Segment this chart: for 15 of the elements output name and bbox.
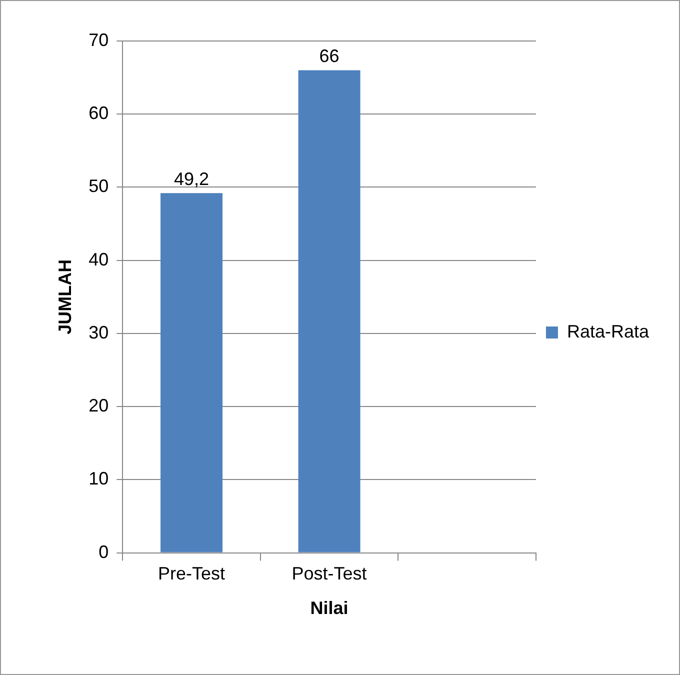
y-tick-label: 0 [98, 542, 109, 562]
y-tick-label: 60 [88, 103, 109, 124]
y-tick-label: 40 [88, 249, 109, 270]
y-tick-label: 20 [88, 396, 109, 416]
data-label: 49,2 [174, 169, 210, 190]
y-tick-label: 30 [88, 322, 109, 342]
y-tick-label: 10 [88, 468, 109, 489]
legend-label: Rata-Rata [566, 321, 650, 342]
x-tick-label: Pre-Test [158, 564, 226, 584]
data-label: 66 [319, 46, 340, 66]
y-axis-title: JUMLAH [54, 259, 75, 334]
y-tick-label: 50 [88, 176, 109, 196]
x-axis-title: Nilai [310, 598, 348, 618]
x-tick-label: Post-Test [292, 564, 367, 584]
y-tick-label: 70 [88, 30, 109, 50]
